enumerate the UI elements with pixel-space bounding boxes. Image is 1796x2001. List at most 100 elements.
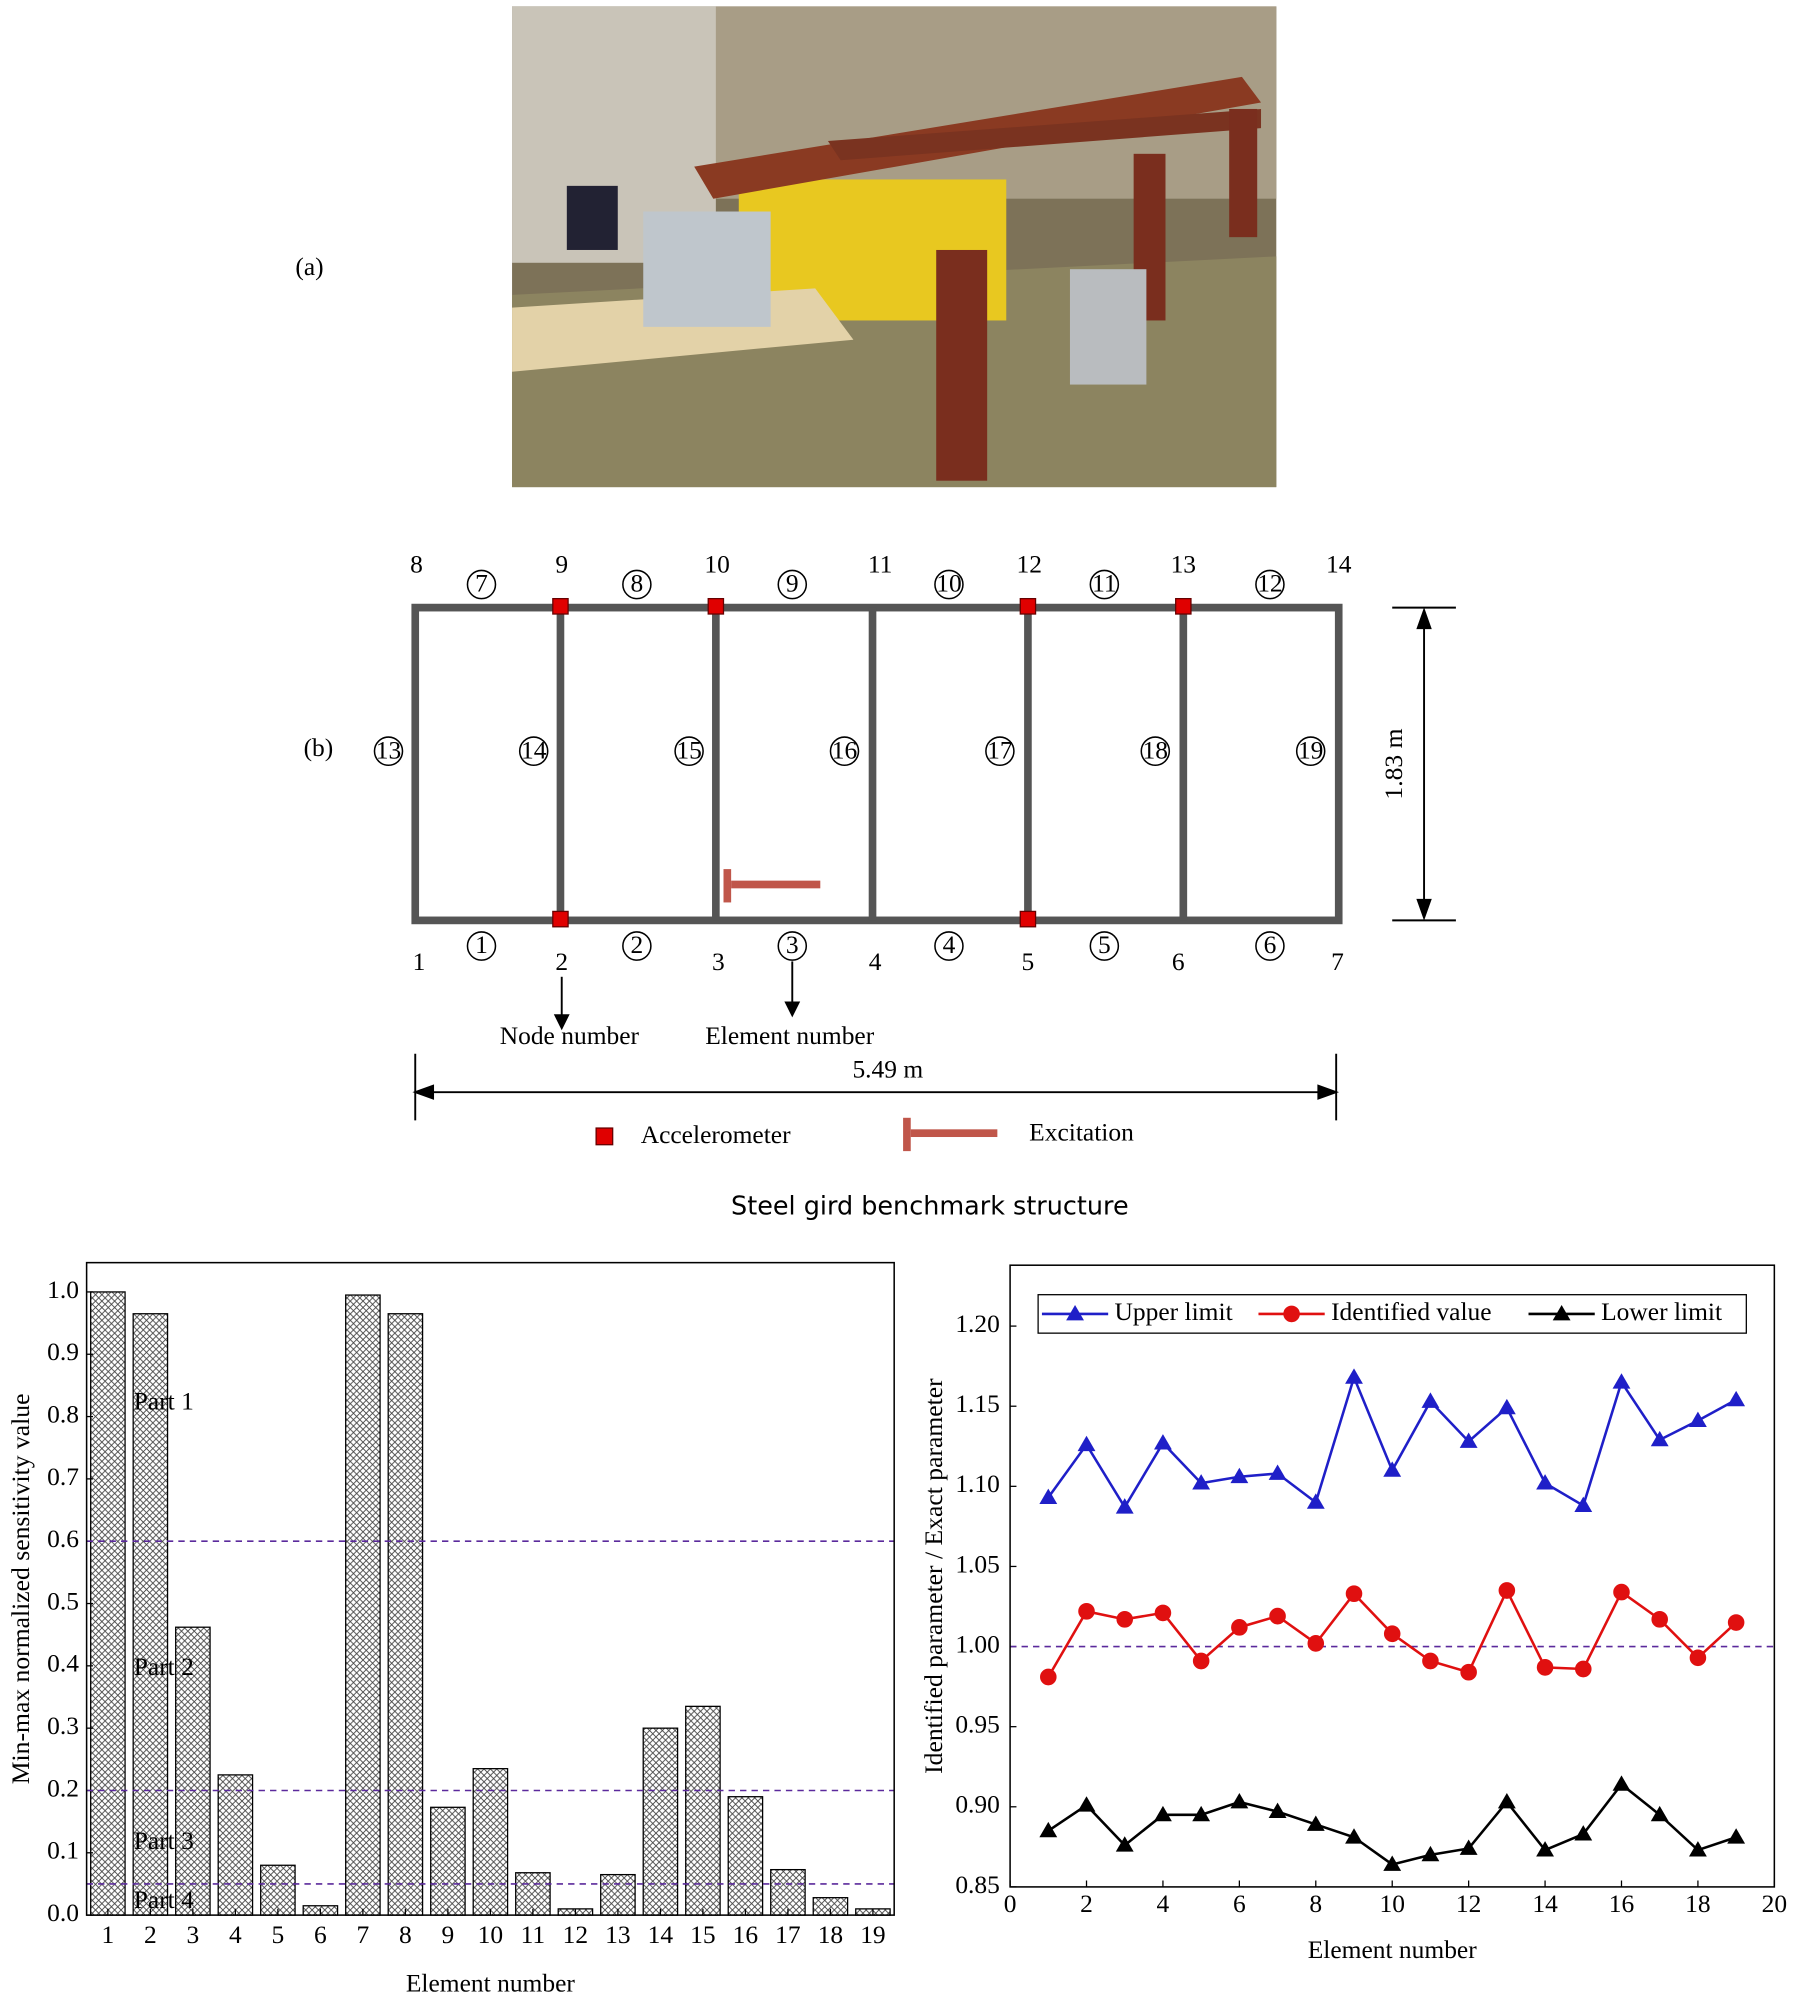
photo: [512, 6, 1277, 488]
marker: [1727, 1614, 1745, 1631]
node-label: 12: [1016, 549, 1041, 578]
figure-title: Steel gird benchmark structure: [731, 1191, 1129, 1221]
marker: [1650, 1430, 1669, 1447]
marker: [1422, 1652, 1439, 1670]
element-circle: [518, 736, 549, 767]
x-tick-label: 13: [605, 1920, 630, 1949]
bar: [515, 1872, 551, 1916]
marker: [1651, 1610, 1668, 1628]
marker: [1268, 1802, 1287, 1819]
node-label: 2: [555, 947, 568, 976]
marker: [1345, 1828, 1363, 1844]
bar: [132, 1313, 169, 1916]
y-tick-label: 1.05: [955, 1549, 1000, 1578]
bar: [727, 1796, 764, 1916]
part-annotation: Part 1: [134, 1386, 194, 1415]
photo-label: (a): [295, 252, 323, 281]
element-circle: [777, 569, 808, 600]
part-annotation: Part 2: [134, 1652, 194, 1681]
marker: [1497, 1793, 1516, 1809]
element-circle: [1140, 736, 1171, 767]
marker: [1613, 1583, 1630, 1601]
element-label: 3: [786, 930, 799, 959]
x-tick-label: 16: [1609, 1889, 1635, 1918]
plot-frame: [1009, 1264, 1776, 1888]
marker: [1689, 1841, 1707, 1857]
y-tick-label: 0.95: [955, 1709, 1000, 1738]
y-axis-label: Identified parameter / Exact parameter: [919, 1378, 948, 1774]
element-circle: [777, 931, 808, 961]
element-label: 10: [936, 569, 961, 598]
node-label: 11: [868, 549, 893, 578]
marker: [1459, 1839, 1478, 1855]
element-label: 18: [1143, 735, 1168, 764]
marker: [1192, 1805, 1211, 1822]
marker: [1574, 1825, 1593, 1841]
x-tick-label: 14: [648, 1920, 674, 1949]
x-tick-label: 10: [478, 1920, 503, 1949]
x-axis-label: Element number: [406, 1968, 575, 1997]
x-tick-label: 7: [357, 1920, 370, 1949]
node-label: 3: [712, 947, 725, 976]
marker: [1078, 1602, 1095, 1620]
x-axis-label: Element number: [1308, 1935, 1477, 1964]
x-tick-label: 1: [101, 1920, 114, 1949]
y-tick-label: 1.00: [955, 1629, 1000, 1658]
marker: [1154, 1805, 1172, 1822]
y-tick-label: 0.1: [47, 1836, 79, 1865]
bar: [387, 1313, 424, 1916]
marker: [1283, 1305, 1300, 1323]
element-circle: [466, 569, 497, 600]
element-label: 4: [943, 930, 956, 959]
node-label: 6: [1172, 947, 1185, 976]
node-label: 9: [555, 549, 568, 578]
legend-accelerometer: Accelerometer: [641, 1120, 791, 1149]
x-tick-label: 5: [272, 1920, 285, 1949]
y-tick-label: 0.4: [47, 1649, 79, 1678]
marker: [1612, 1775, 1631, 1791]
diagram: [411, 597, 1456, 1152]
marker: [1269, 1607, 1286, 1625]
x-tick-label: 10: [1379, 1889, 1404, 1918]
marker: [1536, 1659, 1554, 1676]
bar: [345, 1294, 381, 1916]
element-label: 12: [1257, 569, 1282, 598]
y-tick-label: 0.0: [47, 1898, 79, 1927]
marker: [1154, 1434, 1172, 1450]
element-circle: [1255, 931, 1285, 961]
x-tick-label: 8: [399, 1920, 412, 1949]
element-label: 1: [475, 930, 488, 959]
diagram-label: (b): [304, 733, 334, 762]
y-tick-label: 0.90: [955, 1790, 1000, 1819]
marker: [1689, 1411, 1707, 1428]
y-tick-label: 1.0: [47, 1275, 79, 1304]
element-circle: [1295, 736, 1326, 767]
node-label: 5: [1022, 947, 1035, 976]
x-tick-label: 4: [229, 1920, 242, 1949]
element-label: 5: [1098, 930, 1111, 959]
legend-label: Upper limit: [1115, 1297, 1233, 1326]
series-line: [1047, 1782, 1737, 1866]
y-tick-label: 0.85: [955, 1870, 1000, 1899]
x-tick-label: 15: [690, 1920, 715, 1949]
bar: [175, 1626, 211, 1916]
y-tick-label: 0.6: [47, 1524, 79, 1553]
x-tick-label: 9: [442, 1920, 455, 1949]
marker: [1574, 1496, 1593, 1512]
element-circle: [934, 931, 964, 961]
x-tick-label: 3: [187, 1920, 200, 1949]
marker: [1727, 1390, 1746, 1407]
marker: [1536, 1474, 1554, 1490]
element-circle: [622, 931, 652, 961]
element-label: 17: [987, 735, 1013, 764]
element-label: 13: [376, 735, 401, 764]
element-circle: [373, 736, 404, 767]
x-tick-label: 20: [1762, 1889, 1787, 1918]
node-label: 1: [413, 947, 426, 976]
element-circle: [1089, 569, 1120, 600]
y-tick-label: 1.20: [955, 1309, 1000, 1338]
element-circle: [934, 569, 964, 600]
marker: [1498, 1582, 1516, 1599]
element-label: 14: [521, 735, 547, 764]
x-tick-label: 8: [1309, 1889, 1322, 1918]
